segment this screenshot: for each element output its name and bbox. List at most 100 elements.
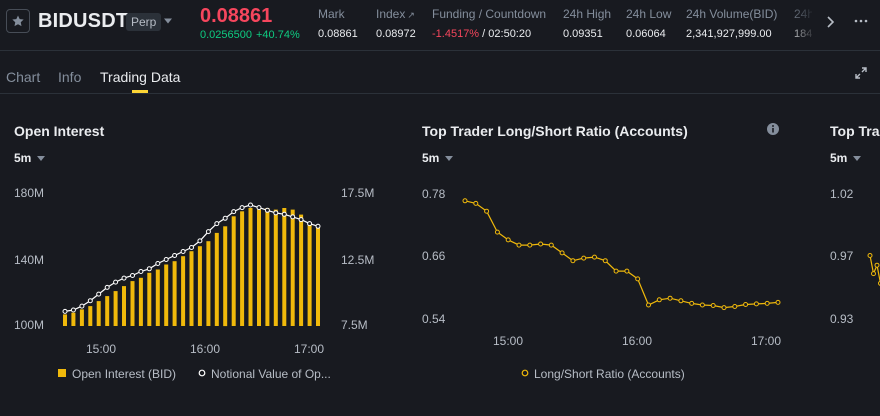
oi-bar [122,286,126,326]
legend-open-interest: Open Interest (BID) [72,367,176,381]
oi-bar [240,211,245,326]
ls-ratio-line [462,198,781,311]
star-icon [12,15,24,27]
stat-label: 24h Low [626,7,672,21]
open-interest-interval-select[interactable]: 5m [14,151,46,165]
ls-ratio-point [602,258,608,264]
ls-ratio-point [689,300,695,306]
last-price: 0.08861 [200,5,273,27]
interval-label: 5m [14,151,32,165]
ls-ratio-point [473,200,479,206]
oi-bar [282,208,287,326]
caret-down-icon[interactable] [163,18,173,24]
more-horizontal-icon[interactable] [854,16,868,26]
ls-ratio-point [462,198,468,204]
oi-notional-point [70,307,76,313]
ls-x-tick: 17:00 [751,334,781,348]
oi-notional-point [62,308,68,314]
caret-down-icon [445,156,454,162]
stat-24h-volume: 24h Volume(BID) 2,341,927,999.00 [686,6,777,40]
oi-bar [130,281,135,326]
long-short-interval-select[interactable]: 5m [422,151,454,165]
active-tab-indicator [132,90,148,93]
oi-bar [231,216,236,326]
oi-x-tick: 17:00 [294,342,324,356]
tab-info[interactable]: Info [58,69,82,85]
stat-index[interactable]: Index ↗ 0.08972 [376,6,416,40]
oi-bar [189,251,194,326]
stat-24h-high: 24h High 0.09351 [563,6,611,40]
oi-notional-point [197,238,203,244]
oi-notional-point [180,249,186,254]
ls-ratio-point [505,237,511,243]
stat-label: 24h Volume(BID) [686,7,778,21]
expand-icon[interactable] [854,66,868,80]
legend-swatch-bar [58,369,66,377]
ls-ratio-point [667,295,673,301]
oi-y-right-tick: 7.5M [341,318,368,332]
oi-notional-point [256,205,262,211]
third-y-tick: 0.93 [830,312,854,326]
oi-bar [105,296,110,326]
oi-notional-point [113,279,119,285]
market-header: BIDUSDT Perp 0.08861 0.0256500 +40.74% Ma… [0,0,880,50]
oi-notional-point [146,266,152,272]
stat-value: 0.08972 [376,28,416,40]
ls-y-tick: 0.66 [422,249,446,263]
oi-bar [63,314,67,326]
ls-ratio-point [732,304,738,309]
third-panel-title: Top Trader [830,123,880,139]
open-interest-title: Open Interest [14,123,105,139]
oi-bar [257,209,261,326]
funding-countdown: 02:50:20 [488,28,532,40]
oi-notional-point [104,284,110,290]
oi-bar [147,272,152,326]
contract-type-badge: Perp [126,13,162,31]
stat-value: 0.09351 [563,28,603,40]
oi-bar [214,232,219,326]
legend-notional-value: Notional Value of Op... [211,367,331,381]
ls-ratio-point [613,268,619,274]
ls-ratio-point [592,254,597,260]
ls-ratio-point [559,250,565,256]
ls-y-tick: 0.54 [422,312,446,326]
oi-bar [88,306,93,326]
ls-ratio-point [484,208,490,214]
oi-notional-point [248,202,253,208]
price-change-abs: 0.0256500 [200,29,252,41]
ls-x-tick: 15:00 [493,334,523,348]
third-interval-select[interactable]: 5m [830,151,862,165]
stat-label: Index ↗ [376,6,416,22]
tabs-divider [0,93,880,94]
ls-ratio-point [570,258,576,264]
ls-ratio-point [538,241,544,247]
oi-notional-point [121,275,127,281]
info-icon[interactable] [766,122,780,136]
oi-y-right-tick: 17.5M [341,186,374,200]
oi-bar [206,241,211,326]
header-divider [0,50,880,51]
oi-x-tick: 15:00 [86,342,116,356]
ls-ratio-path [464,200,779,309]
tab-chart[interactable]: Chart [6,69,41,85]
oi-notional-point [214,221,220,227]
chevron-right-icon[interactable] [824,14,836,30]
oi-notional-point [239,205,245,211]
oi-notional-point [290,214,296,220]
ls-ratio-point [646,302,651,308]
long-short-title: Top Trader Long/Short Ratio (Accounts) [422,123,688,139]
oi-notional-point [231,209,237,215]
stat-value: 0.08861 [318,28,358,40]
oi-bar [290,209,295,326]
oi-notional-point [87,298,93,304]
stat-mark: Mark 0.08861 [318,6,358,40]
external-link-icon: ↗ [407,10,415,20]
oi-notional-point [155,261,161,266]
symbol-name[interactable]: BIDUSDT [38,10,129,32]
price-change-pct: +40.74% [256,29,300,41]
stat-label: Mark [318,7,345,21]
oi-notional-point [79,303,85,309]
ls-ratio-point [775,299,781,305]
favorite-button[interactable] [6,9,30,33]
tab-trading-data[interactable]: Trading Data [100,69,181,85]
